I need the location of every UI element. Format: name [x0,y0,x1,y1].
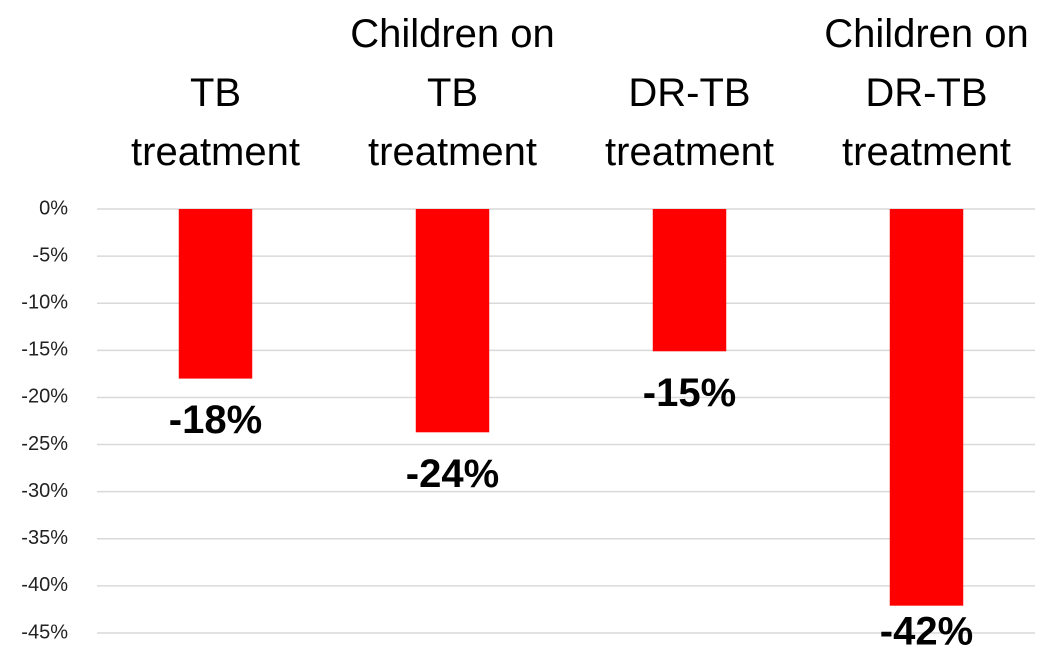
y-tick-label: -5% [32,244,68,266]
category-label: Children on TB treatment [350,12,555,174]
y-tick-label: -35% [21,527,68,549]
category-label: TB treatment [131,71,300,174]
data-label: -24% [406,452,499,496]
y-tick-label: -25% [21,433,68,455]
data-label: -18% [169,398,262,442]
y-tick-label: -15% [21,339,68,361]
data-label: -42% [880,610,973,654]
category-label: DR-TB treatment [605,71,774,174]
bar [889,209,964,606]
y-tick-label: -45% [21,621,68,643]
bar [415,209,490,433]
data-label: -15% [643,371,736,415]
y-tick-label: -30% [21,480,68,502]
y-tick-label: -20% [21,386,68,408]
bar [178,209,253,379]
y-tick-label: -40% [21,574,68,596]
y-tick-label: -10% [21,292,68,314]
category-label: Children on DR-TB treatment [824,12,1029,174]
bar [652,209,727,352]
y-tick-label: 0% [39,197,68,219]
